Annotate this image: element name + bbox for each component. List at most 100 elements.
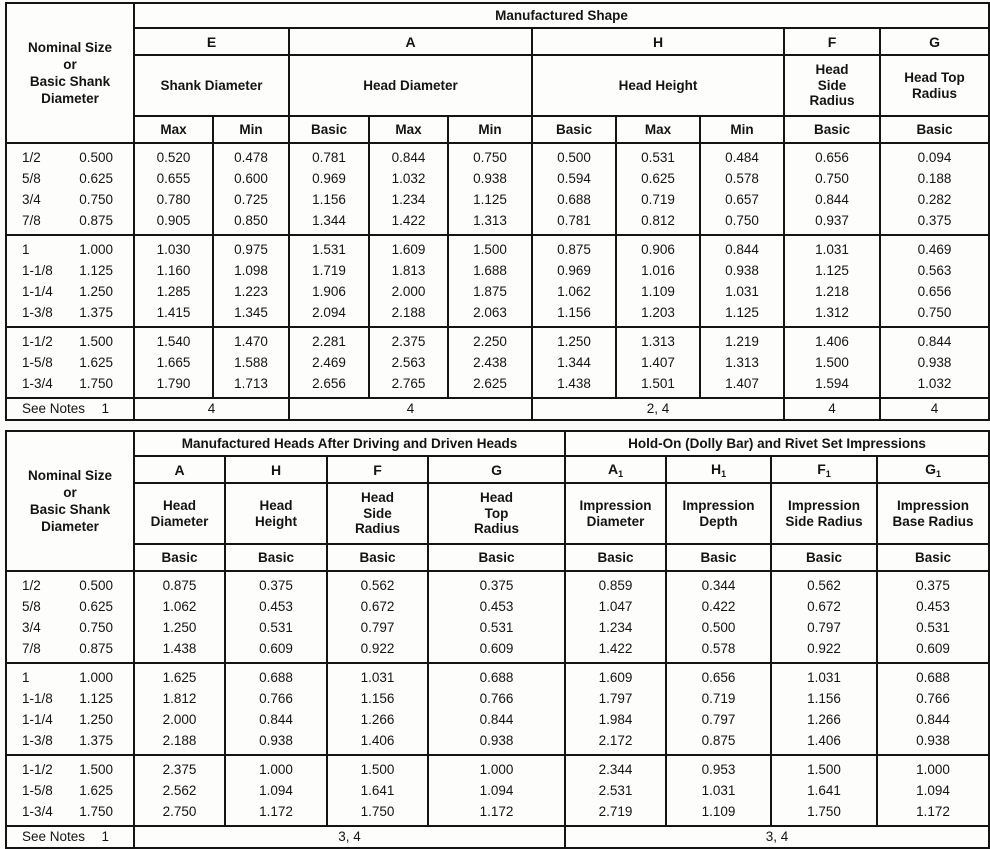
nominal-size-cell: 1-3/8 1.375 [5,302,135,327]
corner-header-nominal-size: Nominal Size or Basic Shank Diameter [5,2,135,144]
size-decimal: 1.750 [79,376,113,391]
table-row: 1 1.000 1.030 0.975 1.531 1.609 1.500 0.875 0.90… [5,235,990,260]
value-cell: 1.470 [212,327,290,352]
size-decimal: 1.250 [79,284,113,299]
value-cell: 1.266 [770,709,879,730]
size-pair: 1/2 0.500 [8,147,132,168]
letter-row: A H F G A1 H1 F1 G1 [6,455,990,484]
value-cell: 1.406 [770,730,879,755]
value-cell: 1.665 [133,352,214,373]
value-cell: 1.030 [133,235,214,260]
manufactured-shape-table: Nominal Size or Basic Shank Diameter Man… [5,2,990,421]
value-cell: 2.172 [564,730,668,755]
value-cell: 0.188 [878,168,990,189]
section-title-manufactured-shape: Manufactured Shape [132,2,990,29]
value-cell: 1.609 [368,235,449,260]
size-pair: 5/8 0.625 [8,168,132,189]
table-row: 7/8 0.875 1.438 0.609 0.922 0.609 1.422 0.578 0.… [5,638,990,663]
value-cell: 1.422 [564,638,668,663]
table-row: 1-3/4 1.750 2.750 1.172 1.750 1.172 2.719 1.109… [5,801,990,826]
value-cell: 0.975 [212,235,290,260]
size-decimal: 1.750 [79,804,113,819]
value-cell: 1.031 [699,281,785,302]
size-pair: 1-1/8 1.125 [8,688,132,709]
nominal-size-cell: 1-1/4 1.250 [5,281,135,302]
size-pair: 1-1/4 1.250 [8,281,132,302]
value-cell: 1.625 [133,663,226,688]
table-row: 1/2 0.500 0.875 0.375 0.562 0.375 0.859 0.344 0.… [5,571,990,596]
table-row: 1-3/8 1.375 1.415 1.345 2.094 2.188 2.063 1.156… [5,302,990,327]
size-decimal: 0.875 [79,213,113,228]
size-pair: 5/8 0.625 [8,596,132,617]
value-cell: 0.844 [876,709,990,730]
value-cell: 0.766 [426,688,567,709]
size-decimal: 0.625 [79,599,113,614]
column-header-head-height: Head Height [531,54,785,117]
subheader-row: Basic Basic Basic Basic Basic Basic Basi… [6,543,990,572]
value-cell: 1.906 [288,281,370,302]
notes-head-top-radius: 4 [878,397,990,421]
value-cell: 1.000 [224,755,328,780]
value-cell: 0.578 [699,168,785,189]
value-cell: 2.281 [288,327,370,352]
nominal-size-cell: 3/4 0.750 [5,189,135,210]
value-cell: 0.453 [224,596,328,617]
value-cell: 1.641 [326,780,429,801]
size-group-one-to-one-three-eighths: 1 1.000 1.625 0.688 1.031 0.688 1.609 0.656 1.03… [5,663,990,755]
subheader-basic: Basic [224,543,328,572]
value-cell: 0.844 [224,709,328,730]
value-cell: 0.938 [426,730,567,755]
see-notes-row: See Notes 1 3, 4 3, 4 [5,825,990,849]
size-decimal: 1.375 [79,305,113,320]
size-pair: 1-3/4 1.750 [8,373,132,394]
size-decimal: 1.125 [79,691,113,706]
value-cell: 0.594 [531,168,617,189]
value-cell: 0.562 [770,571,879,596]
value-cell: 2.765 [368,373,449,398]
nominal-size-cell: 1-1/4 1.250 [5,709,135,730]
value-cell: 2.000 [133,709,226,730]
driven-heads-header: Nominal Size or Basic Shank Diameter Man… [5,430,990,572]
value-cell: 1.000 [876,755,990,780]
value-cell: 0.797 [665,709,773,730]
value-cell: 1.750 [770,801,879,826]
size-decimal: 1.375 [79,733,113,748]
size-pair: 1-1/4 1.250 [8,709,132,730]
letter-subscript: 1 [618,468,624,479]
table-row: 1-1/4 1.250 2.000 0.844 1.266 0.844 1.984 0.797… [5,709,990,730]
value-cell: 1.344 [531,352,617,373]
value-cell: 0.850 [212,210,290,235]
value-cell: 0.531 [876,617,990,638]
subheader-max: Max [133,115,214,144]
description-row: Head Diameter Head Height Head Side Radi… [6,482,990,545]
value-cell: 0.906 [615,235,701,260]
value-cell: 1.540 [133,327,214,352]
value-cell: 0.688 [876,663,990,688]
subheader-max: Max [368,115,449,144]
size-fraction: 3/4 [22,620,41,635]
column-letter-g: G [878,27,990,56]
value-cell: 1.531 [288,235,370,260]
letter-base: G [925,460,936,477]
value-cell: 0.578 [665,638,773,663]
description-row: Shank Diameter Head Diameter Head Height… [6,54,990,117]
value-cell: 0.781 [288,143,370,168]
value-cell: 0.688 [426,663,567,688]
notes-head-diameter: 4 [288,397,533,421]
value-cell: 1.031 [326,663,429,688]
value-cell: 2.000 [368,281,449,302]
table-row: 1-1/4 1.250 1.285 1.223 1.906 2.000 1.875 1.062… [5,281,990,302]
value-cell: 0.562 [326,571,429,596]
value-cell: 2.656 [288,373,370,398]
driven-heads-and-impressions-table: Nominal Size or Basic Shank Diameter Man… [5,430,990,849]
size-pair: 7/8 0.875 [8,638,132,659]
value-cell: 1.032 [368,168,449,189]
subheader-basic: Basic [564,543,668,572]
value-cell: 0.780 [133,189,214,210]
column-header-impression-depth: Impression Depth [665,482,773,545]
size-pair: 3/4 0.750 [8,189,132,210]
value-cell: 1.172 [224,801,328,826]
notes-head-height: 2, 4 [531,397,785,421]
value-cell: 1.031 [665,780,773,801]
value-cell: 1.285 [133,281,214,302]
